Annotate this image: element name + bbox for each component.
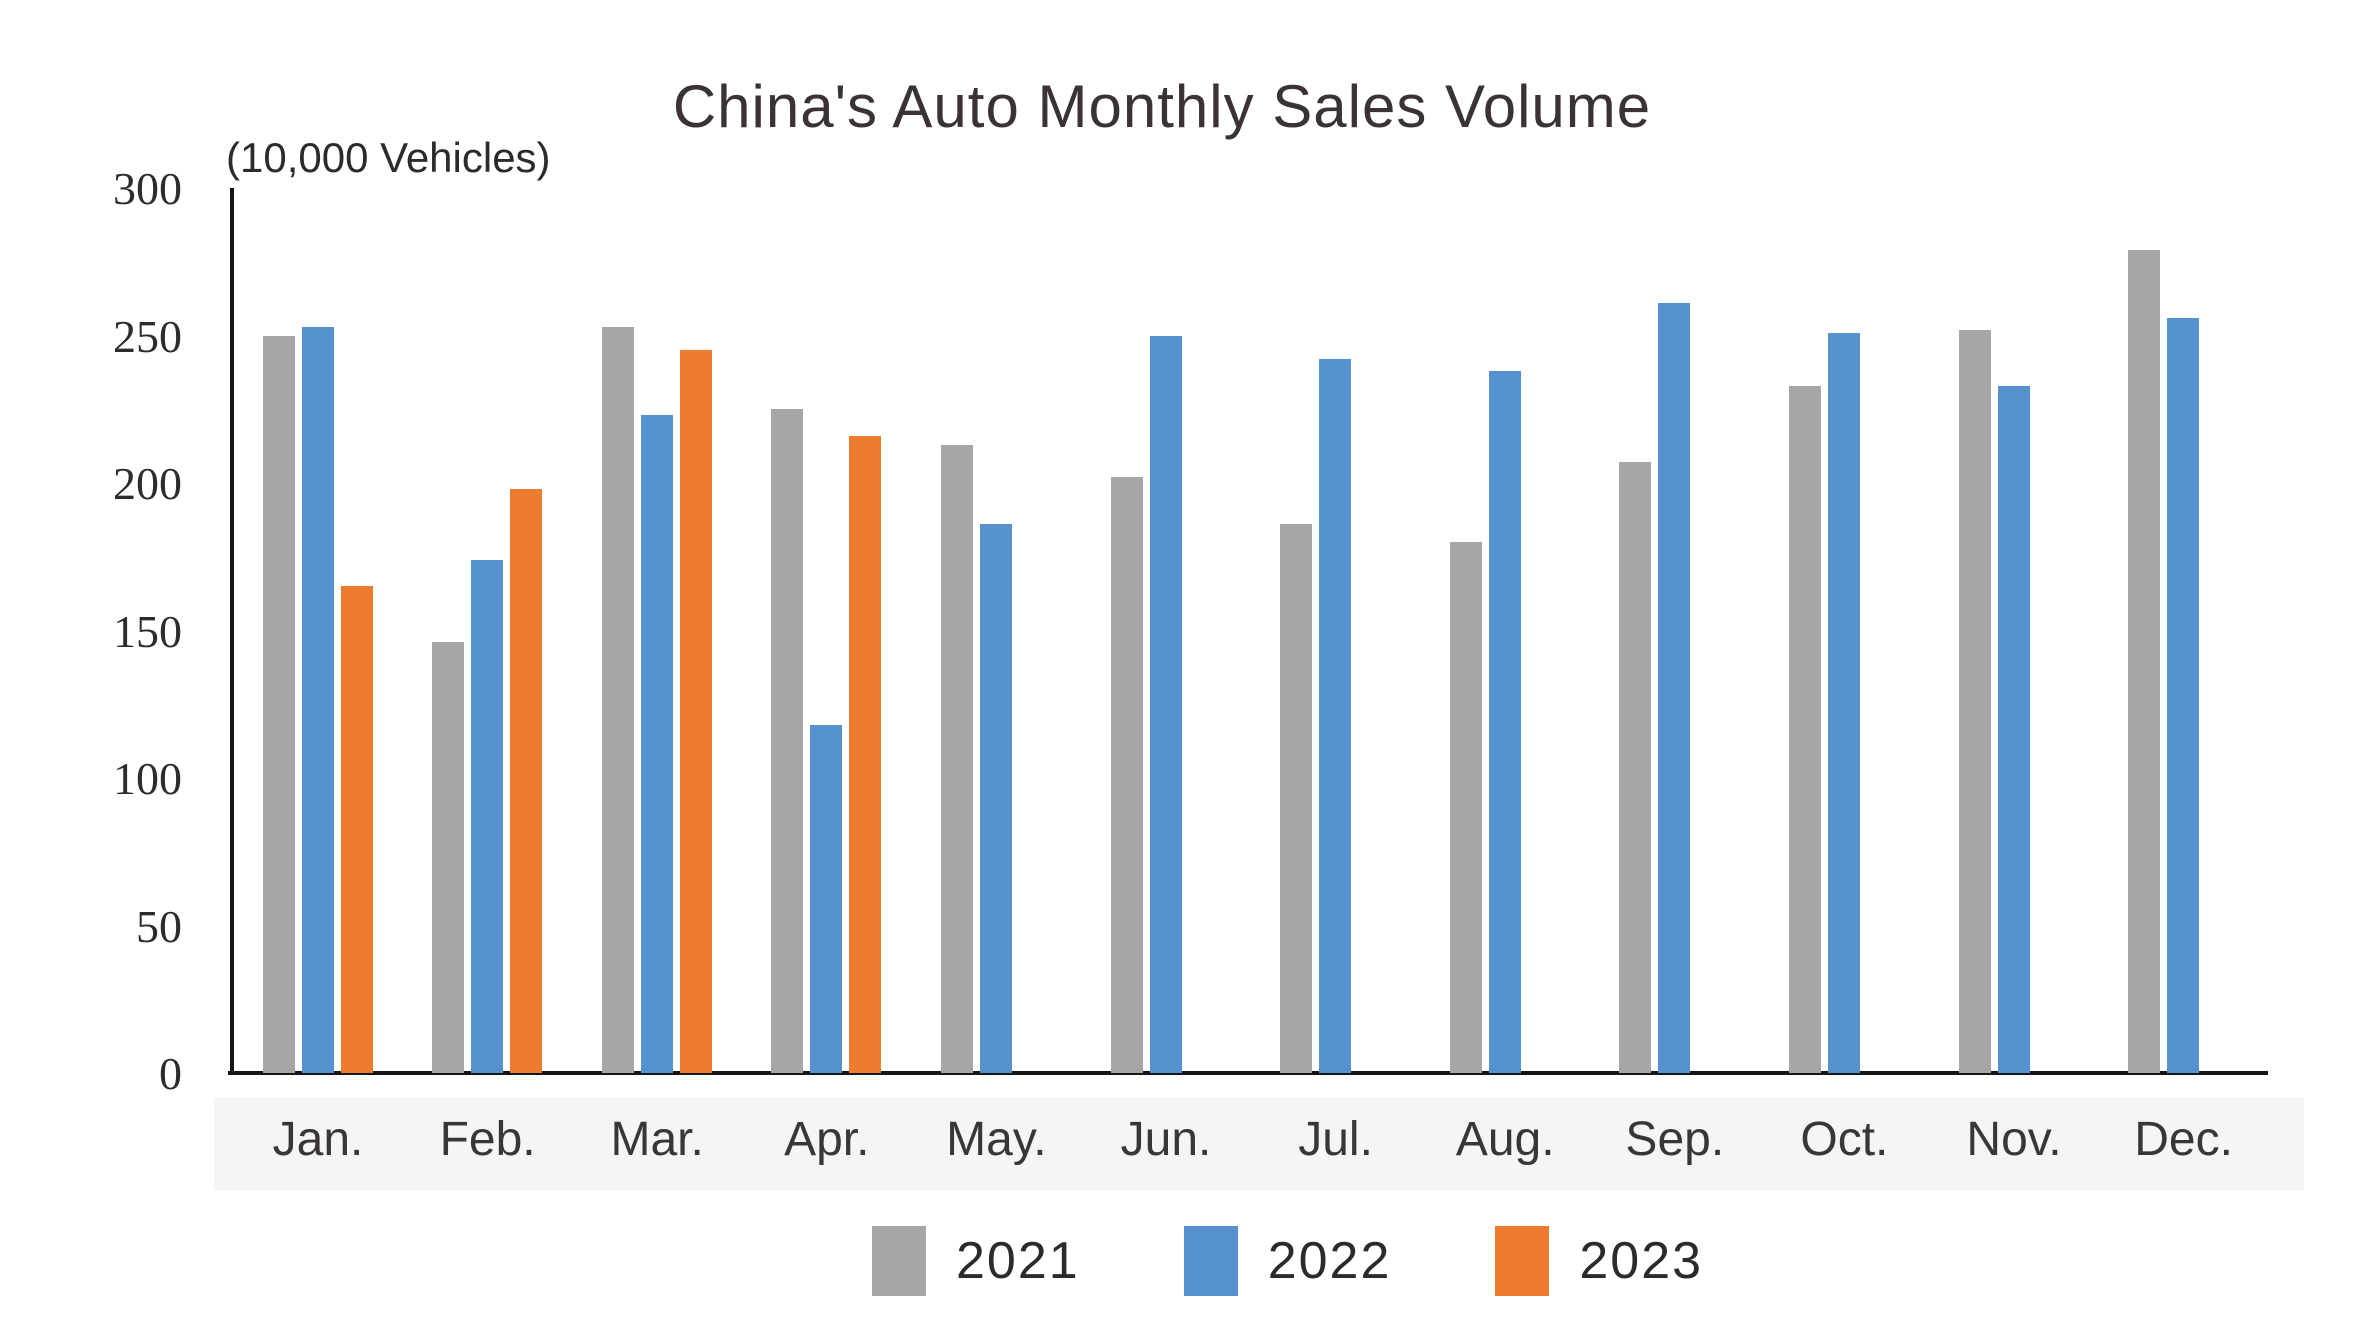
chart-legend: 2021 2022 2023: [872, 1226, 1703, 1296]
x-label-dec: Dec.: [2134, 1113, 2233, 1166]
bar-2023-mar: [679, 350, 712, 1073]
x-label-nov: Nov.: [1966, 1113, 2062, 1166]
bar-2022-sep: [1658, 303, 1691, 1073]
legend-item-2023: 2023: [1495, 1226, 1703, 1296]
y-tick-label-250: 250: [113, 310, 182, 362]
x-label-may: May.: [946, 1113, 1047, 1166]
legend-item-2021: 2021: [872, 1226, 1080, 1296]
bar-2023-feb: [510, 488, 543, 1073]
chart-title: China's Auto Monthly Sales Volume: [672, 73, 1652, 140]
y-tick-label-300: 300: [113, 163, 182, 214]
bar-2021-feb: [432, 642, 465, 1073]
bar-2021-sep: [1619, 462, 1652, 1073]
bar-2023-jan: [340, 586, 373, 1073]
bar-2021-apr: [771, 409, 804, 1073]
legend-swatch-2022: [1183, 1226, 1238, 1296]
legend-swatch-2023: [1495, 1226, 1550, 1296]
x-label-mar: Mar.: [610, 1113, 704, 1166]
bar-2022-mar: [640, 415, 673, 1073]
y-tick-label-0: 0: [159, 1048, 182, 1099]
x-label-feb: Feb.: [439, 1113, 536, 1166]
bar-2021-dec: [2128, 249, 2161, 1073]
x-label-jan: Jan.: [272, 1113, 364, 1166]
bar-2022-oct: [1827, 332, 1860, 1073]
x-label-aug: Aug.: [1455, 1113, 1555, 1166]
bar-2022-jan: [301, 326, 334, 1073]
x-axis-line: [228, 1071, 2268, 1075]
bar-2021-jan: [262, 335, 295, 1073]
legend-label-2021: 2021: [956, 1232, 1080, 1290]
legend-label-2023: 2023: [1579, 1232, 1704, 1290]
x-label-jun: Jun.: [1120, 1113, 1212, 1166]
y-tick-label-150: 150: [113, 605, 182, 657]
legend-swatch-2021: [872, 1226, 926, 1296]
bar-2021-mar: [601, 326, 634, 1073]
bar-2022-jul: [1319, 359, 1352, 1073]
bar-2021-nov: [1958, 329, 1991, 1073]
x-label-apr: Apr.: [784, 1113, 870, 1166]
bar-2021-oct: [1788, 385, 1821, 1073]
bar-2022-feb: [471, 559, 504, 1073]
bar-2021-may: [940, 444, 973, 1073]
x-label-oct: Oct.: [1800, 1113, 1889, 1166]
bar-2021-aug: [1449, 542, 1482, 1073]
y-axis-line: [230, 188, 234, 1075]
legend-item-2022: 2022: [1183, 1226, 1392, 1296]
x-axis-label-band: [214, 1098, 2304, 1190]
x-label-sep: Sep.: [1625, 1113, 1725, 1166]
bar-2022-apr: [810, 724, 843, 1073]
y-axis-unit-label: (10,000 Vehicles): [226, 134, 551, 181]
bar-2022-dec: [2167, 317, 2200, 1073]
y-tick-label-200: 200: [113, 458, 182, 509]
bar-2022-nov: [1997, 385, 2030, 1073]
x-label-jul: Jul.: [1298, 1113, 1373, 1166]
bar-2021-jun: [1110, 477, 1143, 1073]
bar-2022-aug: [1488, 370, 1521, 1073]
bar-2022-jun: [1149, 335, 1182, 1073]
y-tick-label-100: 100: [113, 753, 182, 804]
bar-2021-jul: [1280, 524, 1313, 1073]
legend-label-2022: 2022: [1267, 1232, 1392, 1290]
y-tick-label-50: 50: [136, 900, 182, 952]
bar-2022-may: [979, 524, 1012, 1073]
bar-2023-apr: [849, 435, 882, 1073]
